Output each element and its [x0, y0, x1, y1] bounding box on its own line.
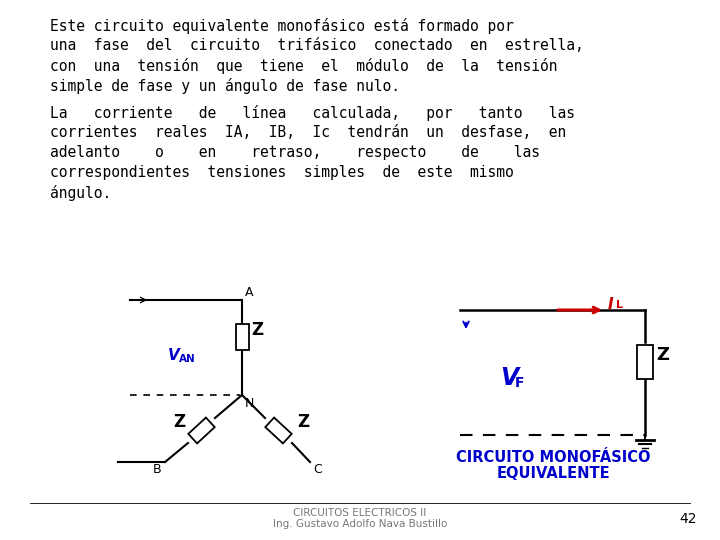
- Text: 42: 42: [680, 512, 697, 526]
- Text: I: I: [608, 297, 613, 312]
- Text: N: N: [245, 397, 254, 410]
- Text: CIRCUITO MONOFÁSICO: CIRCUITO MONOFÁSICO: [456, 450, 650, 465]
- Text: Este circuito equivalente monofásico está formado por: Este circuito equivalente monofásico est…: [50, 18, 514, 34]
- Text: B: B: [153, 463, 161, 476]
- Text: CIRCUITOS ELECTRICOS II: CIRCUITOS ELECTRICOS II: [293, 508, 427, 518]
- Text: EQUIVALENTE: EQUIVALENTE: [496, 467, 610, 482]
- Polygon shape: [188, 417, 215, 443]
- Text: con  una  tensión  que  tiene  el  módulo  de  la  tensión: con una tensión que tiene el módulo de l…: [50, 58, 557, 74]
- Text: La   corriente   de   línea   calculada,   por   tanto   las: La corriente de línea calculada, por tan…: [50, 105, 575, 121]
- Text: simple de fase y un ángulo de fase nulo.: simple de fase y un ángulo de fase nulo.: [50, 78, 400, 94]
- Text: adelanto    o    en    retraso,    respecto    de    las: adelanto o en retraso, respecto de las: [50, 145, 540, 160]
- Text: Z: Z: [656, 346, 669, 364]
- Text: C: C: [313, 463, 322, 476]
- Text: Ing. Gustavo Adolfo Nava Bustillo: Ing. Gustavo Adolfo Nava Bustillo: [273, 519, 447, 529]
- Text: L: L: [616, 300, 623, 310]
- Text: Z: Z: [251, 321, 263, 339]
- Text: ángulo.: ángulo.: [50, 185, 112, 201]
- Text: correspondientes  tensiones  simples  de  este  mismo: correspondientes tensiones simples de es…: [50, 165, 514, 180]
- Text: AN: AN: [179, 354, 196, 364]
- Text: F: F: [515, 376, 524, 390]
- Text: Z: Z: [297, 413, 309, 431]
- Polygon shape: [265, 417, 292, 443]
- Text: Z: Z: [173, 413, 185, 431]
- Text: V: V: [168, 348, 180, 362]
- Bar: [637, 345, 653, 379]
- Bar: [235, 324, 248, 350]
- Text: una  fase  del  circuito  trifásico  conectado  en  estrella,: una fase del circuito trifásico conectad…: [50, 38, 584, 53]
- Text: corrientes  reales  IA,  IB,  Ic  tendrán  un  desfase,  en: corrientes reales IA, IB, Ic tendrán un …: [50, 125, 566, 140]
- Text: V: V: [500, 366, 518, 390]
- Text: A: A: [245, 286, 253, 299]
